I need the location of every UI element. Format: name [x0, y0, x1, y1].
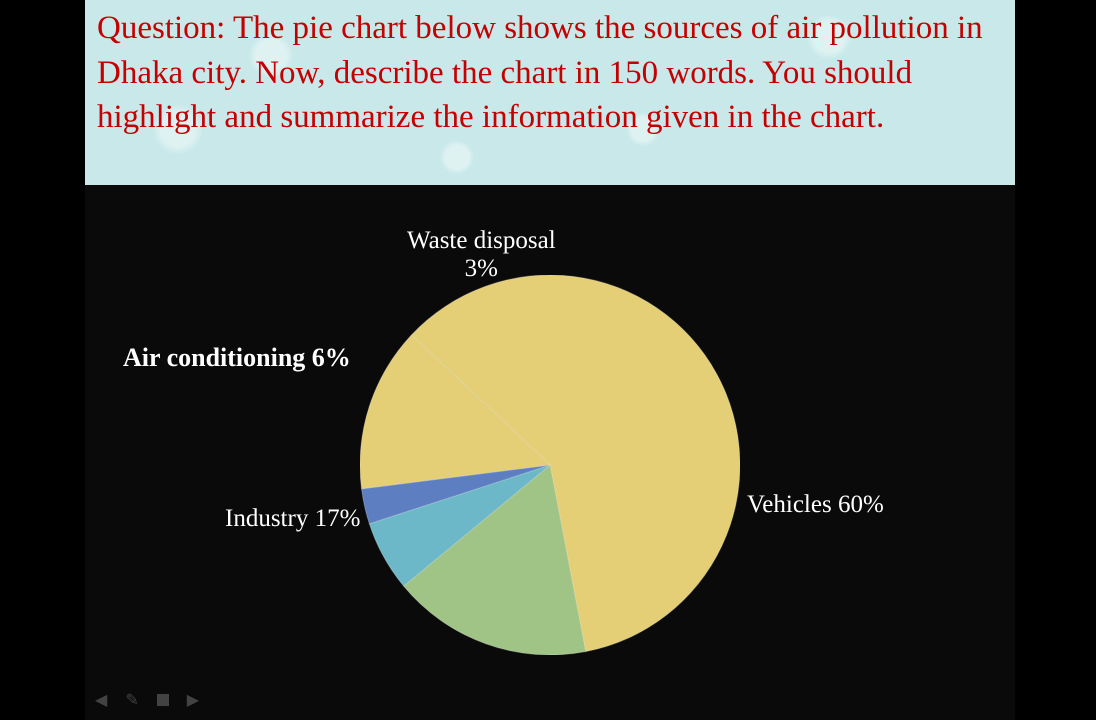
slide-stage: Question: The pie chart below shows the …	[0, 0, 1096, 720]
nav-back-icon[interactable]: ◀	[95, 690, 107, 710]
label-industry: Industry 17%	[225, 505, 360, 533]
label-waste-disposal-line1: Waste disposal	[407, 227, 556, 255]
chart-area: Waste disposal 3% Air conditioning 6% In…	[85, 185, 1015, 720]
question-panel: Question: The pie chart below shows the …	[85, 0, 1015, 185]
label-waste-disposal: Waste disposal 3%	[407, 227, 556, 283]
label-air-conditioning: Air conditioning 6%	[123, 343, 351, 373]
pie-svg	[360, 275, 740, 655]
label-waste-disposal-line2: 3%	[407, 255, 556, 283]
nav-forward-icon[interactable]: ▶	[187, 690, 199, 710]
question-text: Question: The pie chart below shows the …	[97, 6, 1003, 140]
nav-pen-icon[interactable]: ✎	[125, 690, 138, 710]
slideshow-nav: ◀ ✎ ▶	[95, 690, 199, 710]
label-vehicles: Vehicles 60%	[747, 491, 884, 519]
pie-chart	[360, 275, 740, 655]
nav-stop-icon[interactable]	[157, 694, 169, 706]
